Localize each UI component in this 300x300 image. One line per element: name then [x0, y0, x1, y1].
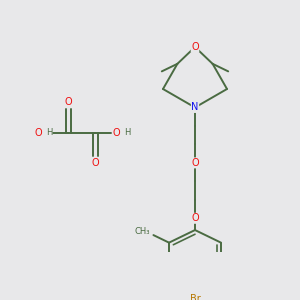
Text: N: N: [191, 103, 199, 112]
Text: O: O: [191, 42, 199, 52]
Text: H: H: [124, 128, 130, 137]
Text: H: H: [46, 128, 52, 137]
Text: O: O: [191, 213, 199, 223]
Text: O: O: [34, 128, 42, 138]
Text: O: O: [64, 98, 72, 107]
Text: O: O: [191, 158, 199, 168]
Text: Br: Br: [190, 294, 200, 300]
Text: O: O: [112, 128, 120, 138]
Text: O: O: [91, 158, 99, 168]
Text: CH₃: CH₃: [134, 227, 150, 236]
